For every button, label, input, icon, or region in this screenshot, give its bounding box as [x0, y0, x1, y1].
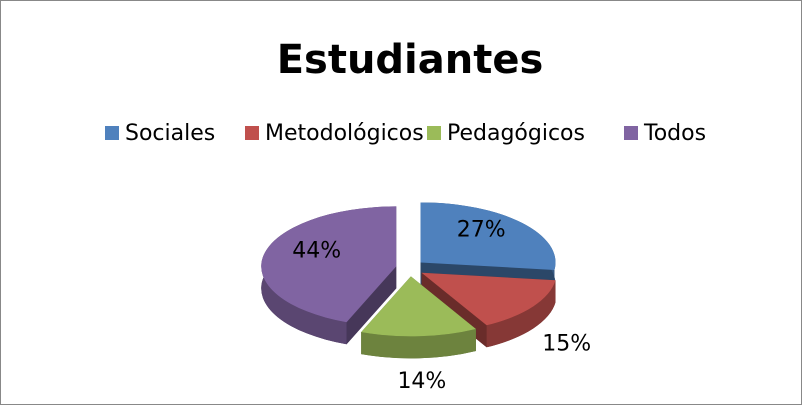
- data-label: 15%: [542, 332, 591, 357]
- legend-swatch: [624, 126, 638, 140]
- data-label: 44%: [292, 239, 341, 264]
- slice: [361, 276, 476, 359]
- legend-label: Sociales: [125, 121, 215, 146]
- legend-label: Todos: [643, 121, 706, 146]
- legend-swatch: [105, 126, 119, 140]
- slice-edge: [346, 266, 397, 345]
- data-label: 27%: [457, 218, 506, 243]
- slice-wall: [486, 280, 556, 348]
- slice: [261, 206, 397, 345]
- data-label: 14%: [397, 369, 446, 394]
- slice-top: [421, 272, 556, 326]
- slice-wall: [361, 328, 476, 359]
- slice-top: [261, 206, 397, 323]
- legend-swatch: [245, 126, 259, 140]
- slice-top: [420, 202, 556, 270]
- legend-label: Pedagógicos: [447, 121, 585, 146]
- legend-label: Metodológicos: [265, 121, 424, 146]
- slice-top: [361, 276, 476, 337]
- legend-swatch: [427, 126, 441, 140]
- chart-title: Estudiantes: [277, 37, 544, 83]
